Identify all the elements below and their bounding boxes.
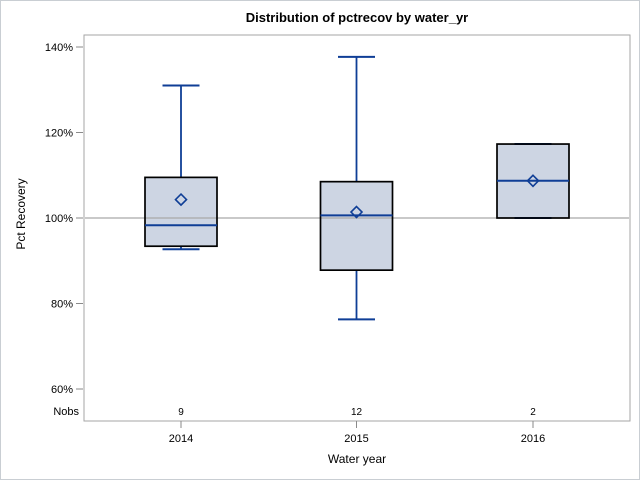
box-outline — [144, 176, 218, 248]
box-fill — [320, 181, 393, 271]
y-tick-label: 100% — [45, 213, 73, 225]
nobs-value: 12 — [351, 407, 363, 418]
x-tick-label: 2015 — [344, 433, 368, 445]
nobs-value: 9 — [178, 407, 184, 418]
chart-title: Distribution of pctrecov by water_yr — [245, 10, 469, 25]
nobs-label: Nobs — [53, 406, 79, 418]
box-outline — [319, 180, 394, 272]
y-tick-label: 60% — [51, 384, 73, 396]
mean-diamond — [174, 192, 188, 207]
y-tick-label: 120% — [45, 128, 73, 140]
x-tick-label: 2016 — [521, 433, 545, 445]
y-tick-label: 80% — [51, 299, 73, 311]
box-fill — [145, 177, 217, 247]
x-axis-title: Water year — [327, 452, 387, 466]
x-tick-label: 2014 — [169, 433, 193, 445]
nobs-value: 2 — [530, 407, 536, 418]
mean-diamond — [349, 205, 364, 219]
y-tick-label: 140% — [45, 42, 73, 54]
mean-diamond — [526, 174, 540, 188]
